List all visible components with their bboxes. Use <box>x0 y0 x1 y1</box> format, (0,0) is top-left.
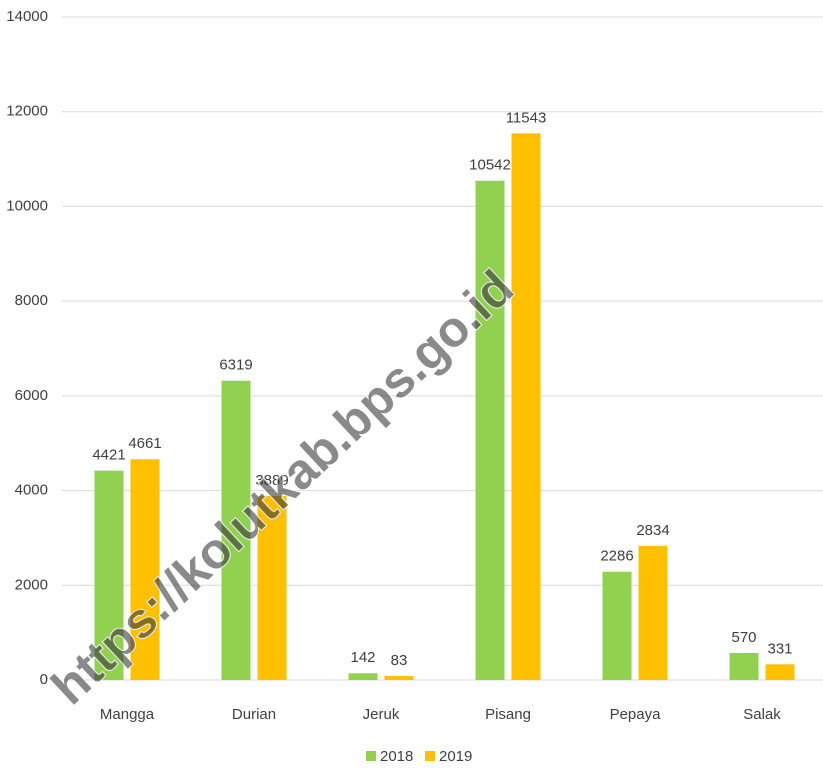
data-label: 83 <box>391 652 408 669</box>
x-tick-label: Pisang <box>485 706 531 723</box>
data-label: 10542 <box>469 157 511 174</box>
data-label: 3889 <box>255 472 288 489</box>
legend-label: 2018 <box>380 748 413 765</box>
bar <box>94 470 124 680</box>
data-label: 2286 <box>600 548 633 565</box>
data-label: 11543 <box>506 109 547 126</box>
bar <box>765 664 795 680</box>
data-label: 4421 <box>92 447 125 464</box>
x-tick-label: Salak <box>743 706 781 723</box>
y-tick-label: 4000 <box>15 482 48 499</box>
y-tick-label: 2000 <box>15 576 48 593</box>
bar <box>475 180 505 681</box>
x-tick-label: Pepaya <box>610 706 662 723</box>
y-tick-label: 12000 <box>6 103 48 120</box>
bar <box>511 133 541 680</box>
data-label: 4661 <box>128 435 161 452</box>
y-tick-label: 14000 <box>6 8 48 25</box>
x-tick-label: Durian <box>232 706 276 723</box>
bar <box>257 495 287 680</box>
bar <box>729 653 759 680</box>
bar <box>384 676 414 680</box>
data-label: 6319 <box>219 357 252 374</box>
bar <box>602 571 632 680</box>
data-label: 142 <box>350 649 375 666</box>
y-tick-label: 10000 <box>6 197 48 214</box>
x-tick-label: Jeruk <box>363 706 400 723</box>
data-label: 570 <box>731 629 756 646</box>
legend-swatch <box>366 751 376 761</box>
y-tick-label: 0 <box>40 671 48 688</box>
bar <box>221 380 251 680</box>
legend-swatch <box>425 751 435 761</box>
bar <box>638 545 668 680</box>
bar <box>130 459 160 680</box>
data-label: 2834 <box>636 522 669 539</box>
y-tick-label: 8000 <box>15 292 48 309</box>
bar <box>348 673 378 680</box>
legend-label: 2019 <box>439 748 472 765</box>
y-tick-label: 6000 <box>15 387 48 404</box>
x-tick-label: Mangga <box>100 706 155 723</box>
data-label: 331 <box>767 640 792 657</box>
